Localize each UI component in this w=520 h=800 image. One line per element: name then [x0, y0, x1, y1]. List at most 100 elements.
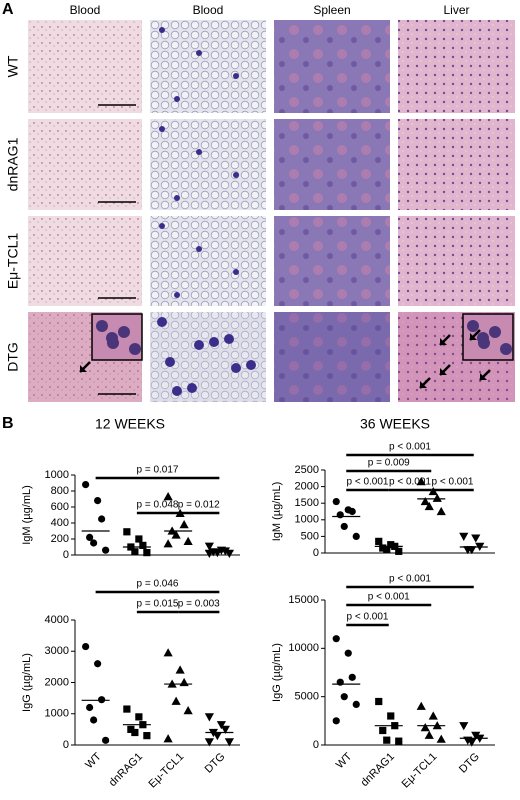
- data-point: [135, 713, 143, 721]
- cell: [187, 383, 197, 393]
- data-point: [424, 501, 434, 511]
- data-point: [379, 726, 387, 735]
- y-tick-label: 1000: [295, 514, 319, 526]
- data-point: [98, 515, 106, 523]
- x-tick-label: DTG: [457, 751, 482, 776]
- p-value: p = 0.048: [137, 500, 179, 511]
- data-point: [163, 539, 173, 548]
- histology-image: [28, 20, 142, 113]
- cell: [196, 246, 202, 252]
- data-point: [459, 532, 469, 541]
- data-point: [90, 539, 98, 547]
- y-tick-label: 2500: [295, 464, 319, 476]
- data-point: [82, 481, 90, 489]
- y-tick-label: 1500: [295, 497, 319, 509]
- x-tick-label: WT: [334, 750, 355, 771]
- y-axis-label: IgM (µg/mL): [271, 482, 283, 542]
- column-header: Blood: [70, 3, 101, 17]
- arrow-head: [420, 381, 427, 388]
- x-tick-label: WT: [83, 750, 104, 771]
- data-point: [395, 547, 403, 555]
- cell: [174, 195, 180, 201]
- data-point: [171, 696, 181, 705]
- data-point: [86, 703, 94, 712]
- data-point: [352, 532, 360, 541]
- inset-cell: [106, 332, 118, 344]
- data-point: [204, 713, 214, 722]
- data-point: [94, 660, 102, 668]
- data-point: [163, 734, 173, 743]
- y-tick-label: 4000: [45, 614, 69, 626]
- data-point: [383, 546, 391, 554]
- data-point: [94, 497, 102, 505]
- data-point: [179, 520, 189, 529]
- inset-cell: [467, 320, 479, 332]
- y-axis-label: IgG (µg/mL): [271, 643, 283, 702]
- cell: [196, 50, 202, 56]
- y-tick-label: 0: [63, 739, 69, 751]
- data-point: [379, 544, 387, 552]
- cell: [174, 96, 180, 102]
- data-point: [416, 477, 426, 486]
- data-point: [428, 711, 438, 720]
- data-point: [424, 730, 434, 739]
- histology-image: [28, 119, 142, 210]
- image-tint: [150, 312, 266, 402]
- data-point: [340, 522, 348, 531]
- data-point: [183, 706, 193, 715]
- image-tint: [274, 312, 390, 402]
- data-point: [135, 535, 143, 543]
- p-value: p < 0.001: [368, 592, 410, 603]
- histology-image: [398, 119, 515, 210]
- cell: [157, 317, 167, 327]
- data-point: [212, 732, 222, 741]
- histology-image: [398, 216, 515, 306]
- panel-label: A: [2, 1, 14, 18]
- data-point: [467, 546, 477, 555]
- data-point: [127, 725, 135, 733]
- cell: [159, 126, 165, 132]
- p-value: p = 0.003: [178, 599, 220, 610]
- data-point: [387, 541, 395, 549]
- data-point: [383, 736, 391, 744]
- data-point: [416, 701, 426, 710]
- data-point: [395, 737, 403, 745]
- y-tick-label: 2000: [295, 481, 319, 493]
- p-value: p < 0.001: [347, 477, 389, 488]
- data-point: [163, 648, 173, 657]
- row-label: DTG: [5, 342, 21, 372]
- data-point: [332, 497, 340, 506]
- y-tick-label: 10000: [288, 642, 319, 654]
- p-value: p = 0.009: [368, 458, 410, 469]
- histology-image: [150, 312, 266, 402]
- data-point: [348, 507, 356, 516]
- data-point: [375, 537, 383, 545]
- data-point: [143, 732, 151, 740]
- data-point: [131, 728, 139, 737]
- data-point: [143, 549, 151, 557]
- data-point: [224, 738, 234, 747]
- cell: [159, 27, 165, 33]
- p-value: p < 0.001: [389, 442, 431, 453]
- cell: [246, 360, 256, 370]
- cell: [159, 223, 165, 229]
- data-point: [436, 734, 446, 743]
- y-tick-label: 0: [63, 549, 69, 561]
- data-point: [102, 546, 110, 554]
- y-tick-label: 200: [51, 533, 69, 545]
- histology-image: [150, 119, 266, 210]
- cell: [233, 73, 239, 79]
- y-tick-label: 1000: [45, 469, 69, 481]
- histology-image: [274, 20, 390, 113]
- data-point: [352, 700, 360, 709]
- x-tick-label: Eμ-TCL1: [400, 751, 440, 791]
- x-tick-label: Eμ-TCL1: [147, 751, 187, 791]
- cell: [196, 149, 202, 155]
- data-point: [204, 549, 214, 558]
- column-header: Spleen: [313, 3, 350, 17]
- data-point: [420, 723, 430, 732]
- y-tick-label: 15000: [288, 594, 319, 606]
- data-point: [90, 716, 98, 724]
- histology-image: [150, 20, 266, 113]
- row-label: WT: [5, 55, 21, 77]
